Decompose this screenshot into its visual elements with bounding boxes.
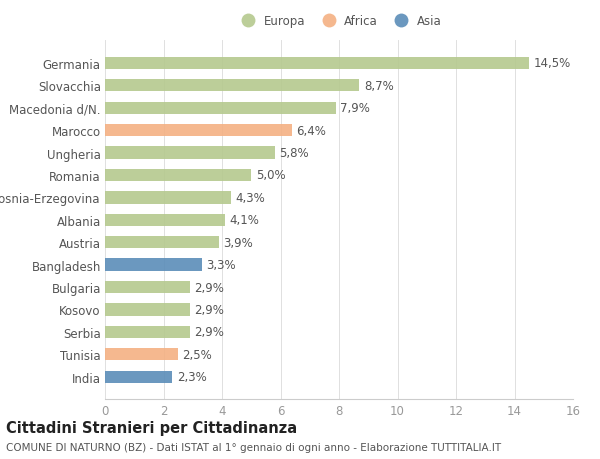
- Text: 3,9%: 3,9%: [223, 236, 253, 249]
- Bar: [105, 371, 172, 383]
- Text: 2,9%: 2,9%: [194, 326, 224, 339]
- Text: 4,1%: 4,1%: [229, 214, 259, 227]
- Bar: [105, 102, 336, 115]
- Bar: [105, 214, 225, 226]
- Bar: [105, 326, 190, 338]
- Text: 5,0%: 5,0%: [256, 169, 285, 182]
- Text: 3,3%: 3,3%: [206, 258, 236, 272]
- Bar: [105, 169, 251, 182]
- Text: 8,7%: 8,7%: [364, 79, 394, 93]
- Bar: [105, 192, 231, 204]
- Legend: Europa, Africa, Asia: Europa, Africa, Asia: [236, 15, 442, 28]
- Text: 7,9%: 7,9%: [340, 102, 370, 115]
- Text: 2,9%: 2,9%: [194, 281, 224, 294]
- Text: 2,9%: 2,9%: [194, 303, 224, 316]
- Bar: [105, 348, 178, 361]
- Bar: [105, 125, 292, 137]
- Text: 2,3%: 2,3%: [176, 370, 206, 383]
- Text: Cittadini Stranieri per Cittadinanza: Cittadini Stranieri per Cittadinanza: [6, 420, 297, 435]
- Text: 5,8%: 5,8%: [279, 147, 308, 160]
- Text: COMUNE DI NATURNO (BZ) - Dati ISTAT al 1° gennaio di ogni anno - Elaborazione TU: COMUNE DI NATURNO (BZ) - Dati ISTAT al 1…: [6, 442, 501, 452]
- Bar: [105, 236, 219, 249]
- Bar: [105, 304, 190, 316]
- Bar: [105, 259, 202, 271]
- Bar: [105, 281, 190, 294]
- Text: 4,3%: 4,3%: [235, 191, 265, 204]
- Bar: [105, 80, 359, 92]
- Text: 6,4%: 6,4%: [296, 124, 326, 137]
- Bar: [105, 147, 275, 159]
- Text: 2,5%: 2,5%: [182, 348, 212, 361]
- Text: 14,5%: 14,5%: [533, 57, 571, 70]
- Bar: [105, 57, 529, 70]
